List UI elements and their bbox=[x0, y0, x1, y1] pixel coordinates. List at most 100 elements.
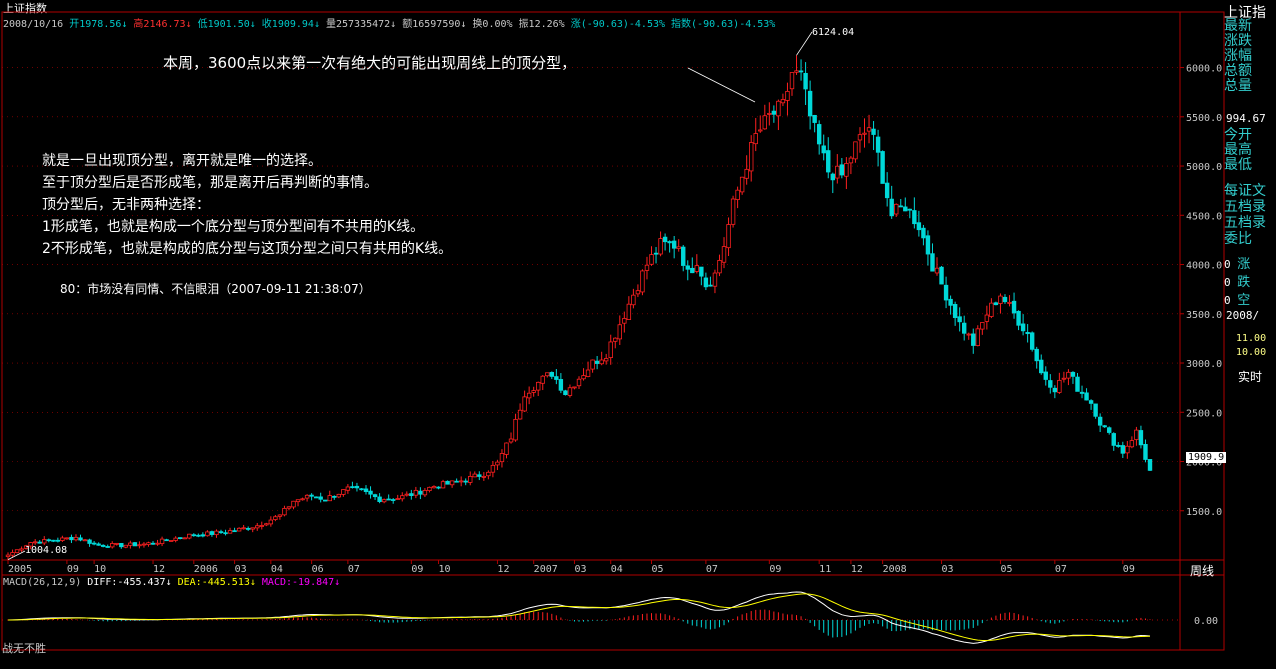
top-annotation: 本周，3600点以来第一次有绝大的可能出现周线上的顶分型， bbox=[163, 54, 577, 72]
candle-down bbox=[1034, 348, 1039, 362]
candle-up bbox=[894, 203, 899, 215]
candle-up bbox=[649, 254, 654, 265]
right-panel-item: 涨跌 bbox=[1224, 33, 1252, 49]
candle-up bbox=[227, 530, 233, 534]
candle-down bbox=[812, 114, 817, 123]
candle-down bbox=[957, 316, 962, 323]
candle-down bbox=[232, 530, 237, 533]
candle-down bbox=[200, 534, 206, 537]
candle-up bbox=[427, 486, 432, 492]
right-panel-value: 994.67 bbox=[1226, 112, 1266, 125]
period-label[interactable]: 周线 bbox=[1190, 564, 1215, 578]
candle-up bbox=[522, 396, 527, 412]
candle-down bbox=[309, 494, 314, 497]
price-grid bbox=[2, 67, 1184, 512]
y-tick-label: 5000.0 bbox=[1186, 162, 1222, 173]
candle-up bbox=[1125, 445, 1130, 454]
x-tick-label: 2005 bbox=[8, 564, 32, 575]
candle-up bbox=[545, 372, 550, 377]
candle-up bbox=[5, 554, 11, 558]
candle-down bbox=[477, 474, 482, 477]
x-tick-label: 07 bbox=[1055, 564, 1067, 575]
x-tick-label: 07 bbox=[348, 564, 360, 575]
candle-up bbox=[273, 516, 278, 520]
macd-panel bbox=[2, 591, 1180, 644]
candle-up bbox=[146, 542, 151, 545]
candle-down bbox=[961, 322, 967, 334]
candle-up bbox=[694, 265, 700, 272]
macd-zero-tick: 0.00 bbox=[1194, 616, 1219, 627]
candle-down bbox=[87, 539, 92, 544]
header-stat: 额16597590↓ bbox=[402, 19, 473, 30]
x-tick-label: 10 bbox=[94, 564, 106, 575]
annotation-line: 就是一旦出现顶分型，离开就是唯一的选择。 bbox=[42, 153, 322, 169]
candle-down bbox=[916, 222, 922, 231]
price-axis: 1500.0 2000.0 2500.0 3000.0 3500.0 4000.0 4500… bbox=[1186, 64, 1222, 518]
candle-up bbox=[576, 378, 582, 387]
candle-up bbox=[422, 490, 428, 496]
right-panel-date: 2008/ bbox=[1226, 309, 1260, 322]
candle-up bbox=[205, 531, 210, 537]
candle-up bbox=[749, 142, 754, 172]
candle-down bbox=[436, 486, 441, 489]
candle-up bbox=[975, 328, 980, 346]
candle-up bbox=[1007, 301, 1012, 304]
candle-up bbox=[381, 499, 387, 503]
right-panel-time: 11.00 bbox=[1236, 333, 1267, 344]
candle-up bbox=[64, 537, 70, 540]
candle-up bbox=[159, 538, 165, 545]
count-value: 0 bbox=[1224, 258, 1238, 271]
x-tick-label: 11 bbox=[819, 564, 831, 575]
candle-up bbox=[717, 260, 722, 274]
candle-up bbox=[1061, 377, 1067, 380]
candle-up bbox=[631, 294, 636, 306]
right-panel-mode[interactable]: 实时 bbox=[1238, 370, 1263, 384]
x-tick-label: 07 bbox=[706, 564, 718, 575]
candle-up bbox=[980, 322, 985, 330]
candle-down bbox=[943, 284, 949, 301]
candle-down bbox=[826, 150, 831, 173]
candle-down bbox=[1011, 300, 1017, 314]
header-stat: 高2146.73↓ bbox=[133, 19, 198, 30]
candle-down bbox=[454, 480, 459, 483]
count-label: 空 bbox=[1237, 293, 1251, 308]
y-tick-label: 3500.0 bbox=[1186, 310, 1222, 321]
candle-down bbox=[875, 136, 881, 153]
candle-down bbox=[1070, 371, 1076, 377]
header-stat: 涨(-90.63)-4.53% bbox=[570, 19, 672, 30]
candle-down bbox=[871, 128, 876, 135]
candle-down bbox=[903, 206, 908, 212]
candle-up bbox=[286, 506, 292, 509]
right-panel-item: 五档录 bbox=[1224, 215, 1266, 231]
candle-up bbox=[19, 548, 24, 551]
candle-down bbox=[245, 528, 251, 530]
candle-up bbox=[73, 536, 79, 541]
x-tick-label: 09 bbox=[67, 564, 79, 575]
macd-value: DEA:-445.513↓ bbox=[177, 577, 262, 588]
candle-up bbox=[622, 318, 627, 324]
candle-up bbox=[241, 527, 246, 530]
x-tick-label: 03 bbox=[574, 564, 586, 575]
right-panel-item: 委比 bbox=[1224, 231, 1252, 247]
header-stat: 低1901.50↓ bbox=[197, 19, 262, 30]
candle-down bbox=[884, 182, 890, 199]
candle-down bbox=[699, 266, 704, 277]
candle-down bbox=[418, 490, 423, 495]
header-stat: 指数(-90.63)-4.53% bbox=[671, 19, 776, 30]
candle-up bbox=[404, 493, 409, 496]
candle-up bbox=[110, 543, 115, 548]
y-tick-label: 2000.0 bbox=[1186, 458, 1222, 469]
candle-up bbox=[32, 541, 38, 544]
candle-up bbox=[626, 303, 632, 320]
x-tick-label: 05 bbox=[652, 564, 664, 575]
citation-text: 80：市场没有同情、不信眼泪（2007-09-11 21:38:07） bbox=[60, 282, 371, 296]
candle-down bbox=[1116, 444, 1121, 447]
candle-down bbox=[839, 164, 845, 176]
macd-header: MACD(26,12,9) DIFF:-455.437↓ DEA:-445.51… bbox=[3, 577, 340, 588]
candle-up bbox=[173, 537, 178, 541]
candle-up bbox=[413, 489, 419, 496]
candle-up bbox=[82, 539, 88, 542]
candle-down bbox=[948, 298, 953, 306]
candle-down bbox=[78, 537, 83, 541]
